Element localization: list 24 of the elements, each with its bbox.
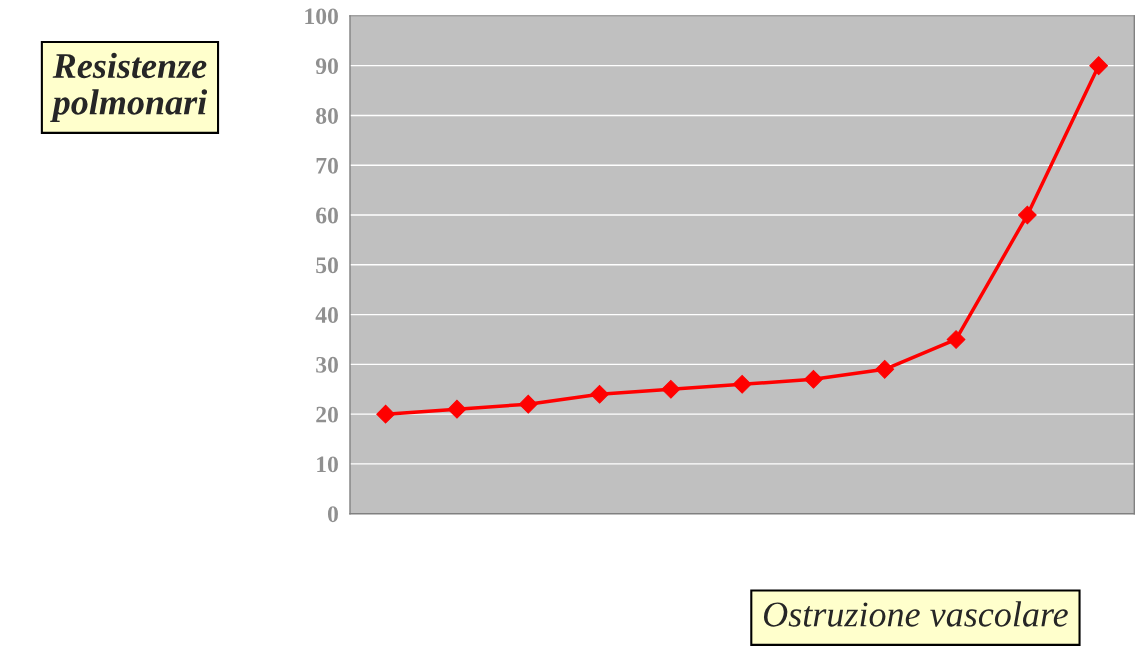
y-tick-label: 80 [316, 107, 338, 124]
point [376, 404, 395, 424]
point [590, 384, 609, 404]
y-tick-label: 30 [316, 356, 338, 373]
point [1089, 56, 1109, 76]
point [946, 330, 966, 349]
y-tick-label: 40 [315, 307, 338, 324]
y-axis-title: Resistenze polmonari [50, 52, 208, 123]
point [804, 369, 823, 389]
y-tick-label: 90 [315, 58, 338, 75]
point [732, 374, 752, 394]
x-axis-title: Ostruzione vascolare [763, 601, 1068, 627]
y-tick-label: 50 [316, 257, 338, 274]
point [1017, 205, 1037, 225]
point [661, 379, 681, 399]
y-tick-label: 100 [305, 8, 338, 25]
y-tick-label: 20 [316, 406, 338, 423]
y-tick-label: 60 [316, 207, 338, 224]
point [518, 394, 538, 414]
point [447, 399, 467, 419]
point [875, 359, 895, 379]
y-tick-label: 70 [316, 157, 338, 174]
y-tick-label: 10 [317, 456, 338, 473]
y-tick-label: 0 [327, 506, 338, 523]
